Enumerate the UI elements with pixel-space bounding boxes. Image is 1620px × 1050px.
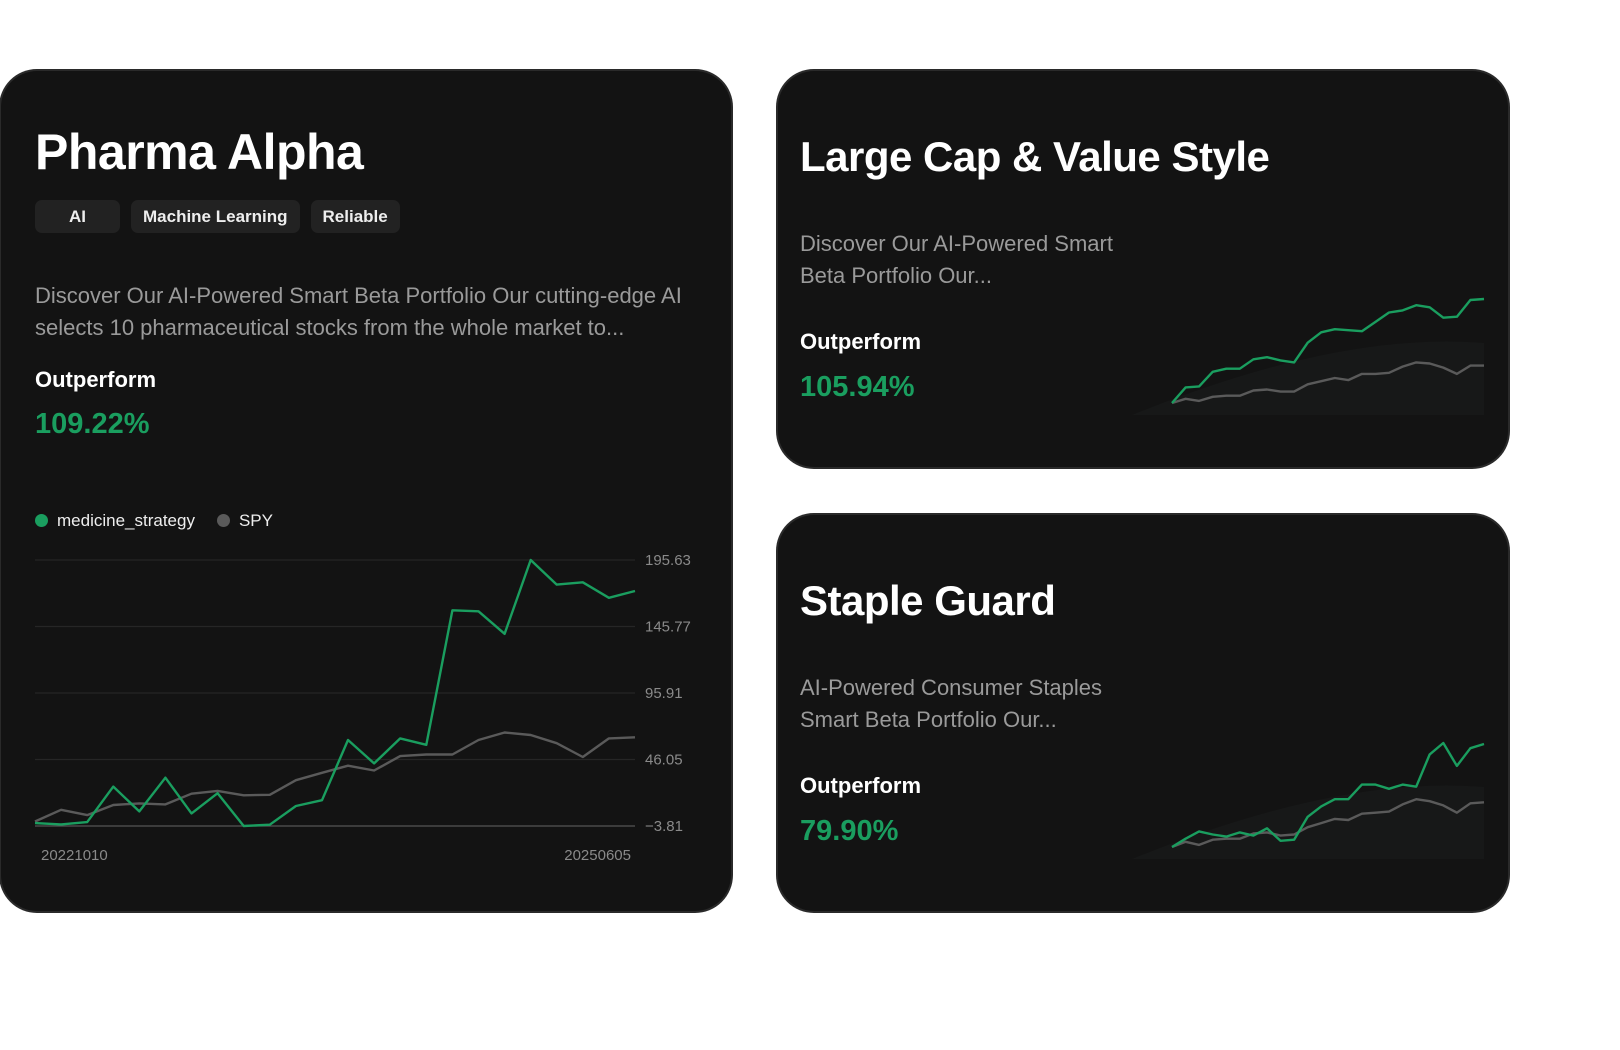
staple-guard-card[interactable]: Staple Guard AI-Powered Consumer Staples… xyxy=(778,515,1508,911)
legend-item-spy[interactable]: SPY xyxy=(216,511,273,531)
benchmark-sparkline xyxy=(1171,361,1484,405)
sparkline-backdrop xyxy=(1132,785,1484,859)
tag-machine-learning: Machine Learning xyxy=(131,200,300,233)
sparkline-chart xyxy=(1132,741,1485,859)
performance-chart: 195.63 145.77 95.91 46.05 −3.81 20221010 20250… xyxy=(34,552,691,864)
x-tick-label: 20221010 xyxy=(41,847,108,864)
outperform-label: Outperform xyxy=(800,329,921,354)
card-description: Discover Our AI-Powered Smart Beta Portf… xyxy=(35,283,682,340)
strategy-sparkline xyxy=(1171,297,1485,404)
sparkline-backdrop xyxy=(1132,341,1484,415)
pharma-alpha-card[interactable]: Pharma Alpha AI Machine Learning Reliabl… xyxy=(1,71,731,911)
large-cap-value-card[interactable]: Large Cap & Value Style Discover Our AI-… xyxy=(778,71,1508,467)
y-tick-label: 195.63 xyxy=(645,552,691,569)
y-tick-label: 95.91 xyxy=(645,685,683,702)
card-title: Staple Guard xyxy=(800,577,1056,624)
y-tick-label: −3.81 xyxy=(645,818,683,835)
legend-item-strategy[interactable]: medicine_strategy xyxy=(35,511,195,531)
benchmark-sparkline xyxy=(1171,798,1485,849)
outperform-label: Outperform xyxy=(800,773,921,798)
chart-legend: medicine_strategy SPY xyxy=(35,511,273,531)
outperform-value: 105.94% xyxy=(800,371,915,403)
card-description: Discover Our AI-Powered Smart Beta Portf… xyxy=(800,231,1113,288)
strategy-sparkline xyxy=(1171,741,1485,849)
legend-label: SPY xyxy=(238,511,273,530)
card-title: Large Cap & Value Style xyxy=(800,133,1270,180)
legend-dot-icon xyxy=(216,514,230,527)
card-description: AI-Powered Consumer Staples Smart Beta P… xyxy=(800,675,1103,732)
outperform-label: Outperform xyxy=(35,367,156,392)
legend-dot-icon xyxy=(35,514,48,527)
tag-ai: AI xyxy=(35,200,120,233)
series-line-spy xyxy=(34,731,636,823)
tag-reliable: Reliable xyxy=(310,200,400,233)
series-line-medicine-strategy xyxy=(34,558,636,828)
legend-label: medicine_strategy xyxy=(57,511,195,530)
y-tick-label: 46.05 xyxy=(645,752,683,769)
card-title: Pharma Alpha xyxy=(35,124,364,180)
outperform-value: 79.90% xyxy=(800,815,899,847)
tag-list: AI Machine Learning Reliable xyxy=(35,200,400,233)
x-tick-label: 20250605 xyxy=(564,847,631,864)
outperform-value: 109.22% xyxy=(35,408,150,440)
y-tick-label: 145.77 xyxy=(645,619,691,636)
sparkline-chart xyxy=(1132,297,1485,415)
